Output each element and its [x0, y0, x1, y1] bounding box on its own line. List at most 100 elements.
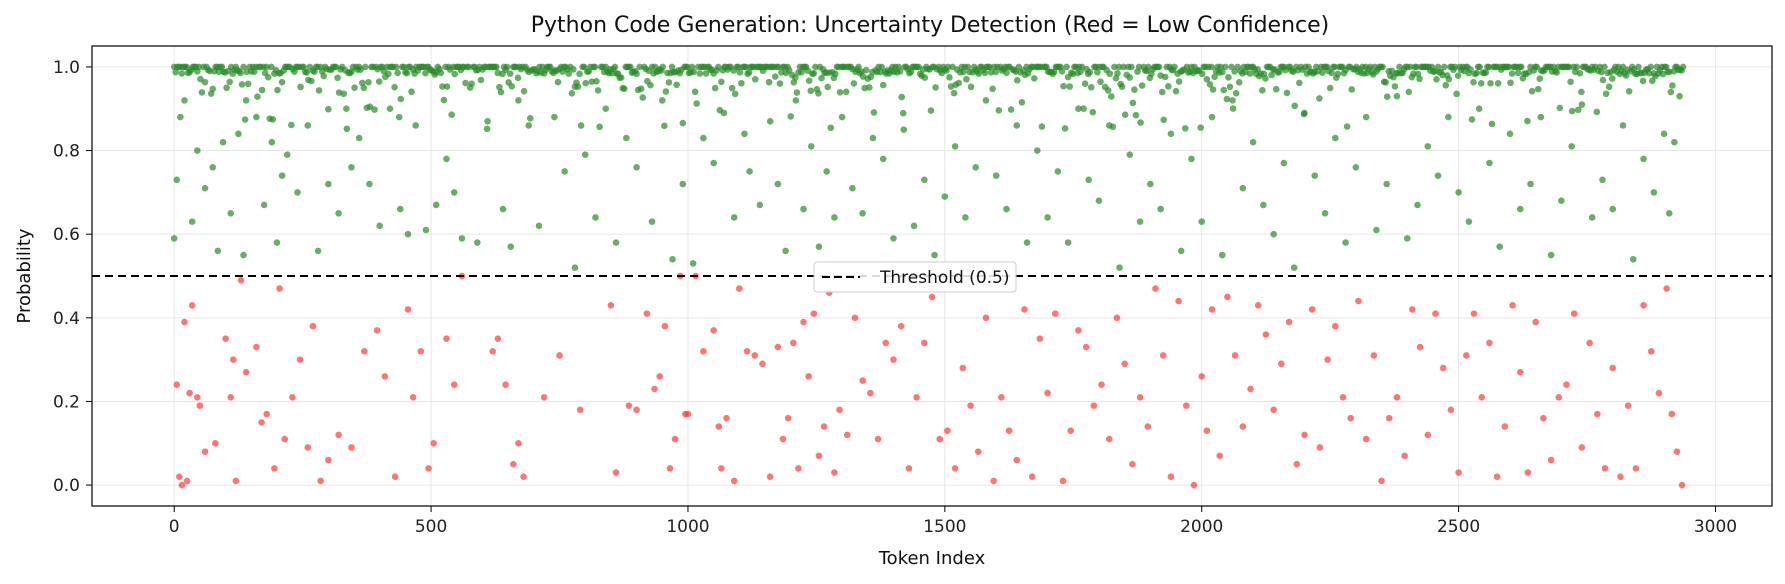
data-point-high [244, 80, 252, 88]
data-point [188, 301, 196, 309]
data-point [602, 105, 610, 113]
data-point [1547, 456, 1555, 464]
data-point [1188, 155, 1195, 163]
data-point [1506, 130, 1514, 138]
data-point [1660, 130, 1668, 138]
data-point [920, 339, 928, 347]
data-point [1578, 101, 1586, 108]
data-point [1136, 218, 1144, 225]
data-point-high [792, 74, 799, 81]
data-point [556, 352, 563, 359]
data-point [928, 293, 936, 301]
data-point [1270, 406, 1277, 414]
data-point-high [394, 69, 401, 77]
data-point-high [278, 78, 286, 86]
data-point-high [397, 95, 405, 103]
data-point [700, 347, 707, 355]
data-point [242, 368, 250, 376]
data-point [900, 126, 908, 133]
data-point-high [1413, 63, 1420, 71]
data-point [831, 214, 838, 221]
data-point [1516, 368, 1524, 376]
data-point-high [1608, 75, 1616, 82]
data-point-high [593, 78, 600, 85]
data-point [1177, 247, 1185, 255]
data-point [489, 347, 497, 355]
data-point-high [1063, 63, 1070, 71]
data-point-high [810, 70, 818, 77]
data-point [260, 201, 268, 209]
data-point [373, 327, 381, 334]
data-point-high [1316, 95, 1323, 102]
data-point [1355, 297, 1362, 305]
data-point-high [1197, 124, 1204, 131]
data-point-high [241, 116, 249, 123]
data-point-high [483, 125, 491, 133]
data-point [494, 335, 502, 343]
data-point [1105, 435, 1113, 443]
data-point-high [662, 88, 670, 95]
data-point [183, 477, 191, 485]
data-point-high [1434, 63, 1442, 71]
data-point-high [1442, 81, 1450, 89]
data-point-high [1272, 85, 1280, 93]
data-point [278, 172, 286, 179]
data-point-high [1175, 78, 1183, 85]
data-point [774, 180, 782, 188]
data-point-high [582, 79, 590, 87]
data-point-high [1407, 63, 1414, 71]
data-point-high [1165, 83, 1172, 90]
data-point [409, 393, 417, 401]
data-point-high [1235, 79, 1243, 86]
data-point-high [477, 76, 485, 84]
data-point-high [1528, 87, 1536, 95]
data-point [998, 393, 1005, 401]
data-point-high [1283, 89, 1291, 97]
data-point [1347, 414, 1355, 422]
data-point-high [673, 81, 680, 89]
data-point [181, 318, 188, 326]
data-point [1671, 138, 1678, 146]
data-point [774, 343, 782, 351]
data-point [1624, 402, 1632, 409]
data-point [1090, 402, 1098, 409]
data-point-high [1217, 63, 1225, 71]
data-point [1370, 352, 1378, 359]
data-point [229, 356, 237, 363]
data-point [1640, 301, 1647, 309]
data-point-high [209, 85, 217, 93]
data-point-high [448, 111, 455, 118]
data-point-high [1326, 84, 1334, 92]
data-point [581, 151, 589, 159]
data-point-high [1647, 63, 1655, 71]
data-point-high [1126, 74, 1134, 81]
data-point-high [198, 89, 206, 96]
data-point [509, 460, 517, 468]
data-point-high [320, 72, 328, 80]
data-point [992, 172, 1000, 179]
data-point [1113, 314, 1121, 322]
data-point [1075, 105, 1082, 113]
data-point-high [1118, 83, 1126, 90]
data-point-high [785, 67, 793, 74]
data-point [1414, 201, 1421, 209]
data-point [1285, 318, 1293, 326]
data-point-high [1222, 63, 1229, 71]
y-axis-label: Probability [14, 228, 35, 323]
data-point-high [1635, 63, 1642, 71]
data-point-high [617, 74, 625, 81]
data-point [671, 435, 679, 443]
data-point [360, 347, 368, 355]
data-point-high [1391, 83, 1399, 90]
data-point [1424, 431, 1432, 439]
data-point [800, 205, 807, 213]
data-point-high [1155, 63, 1163, 71]
data-point-high [1565, 63, 1573, 71]
data-point [443, 335, 450, 343]
data-point [869, 134, 877, 142]
data-point-high [1206, 81, 1214, 88]
data-point [1668, 410, 1676, 418]
data-point-high [989, 85, 996, 93]
data-point [484, 117, 491, 125]
data-point [551, 113, 558, 121]
